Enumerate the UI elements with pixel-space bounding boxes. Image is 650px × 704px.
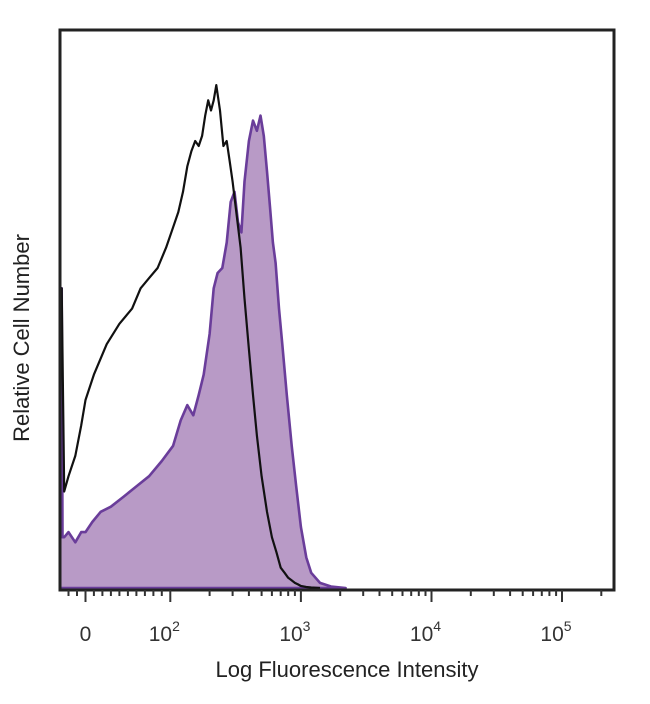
x-tick-label: 0 xyxy=(80,623,92,646)
stained-histogram xyxy=(58,114,347,590)
x-tick-label: 105 xyxy=(540,618,571,646)
x-axis-title: Log Fluorescence Intensity xyxy=(216,657,479,682)
y-axis-title: Relative Cell Number xyxy=(9,234,34,442)
x-tick-label: 102 xyxy=(149,618,180,646)
x-tick-label: 103 xyxy=(279,618,310,646)
plot-frame xyxy=(58,28,616,592)
control-histogram xyxy=(58,84,321,590)
x-tick-label: 104 xyxy=(410,618,441,646)
